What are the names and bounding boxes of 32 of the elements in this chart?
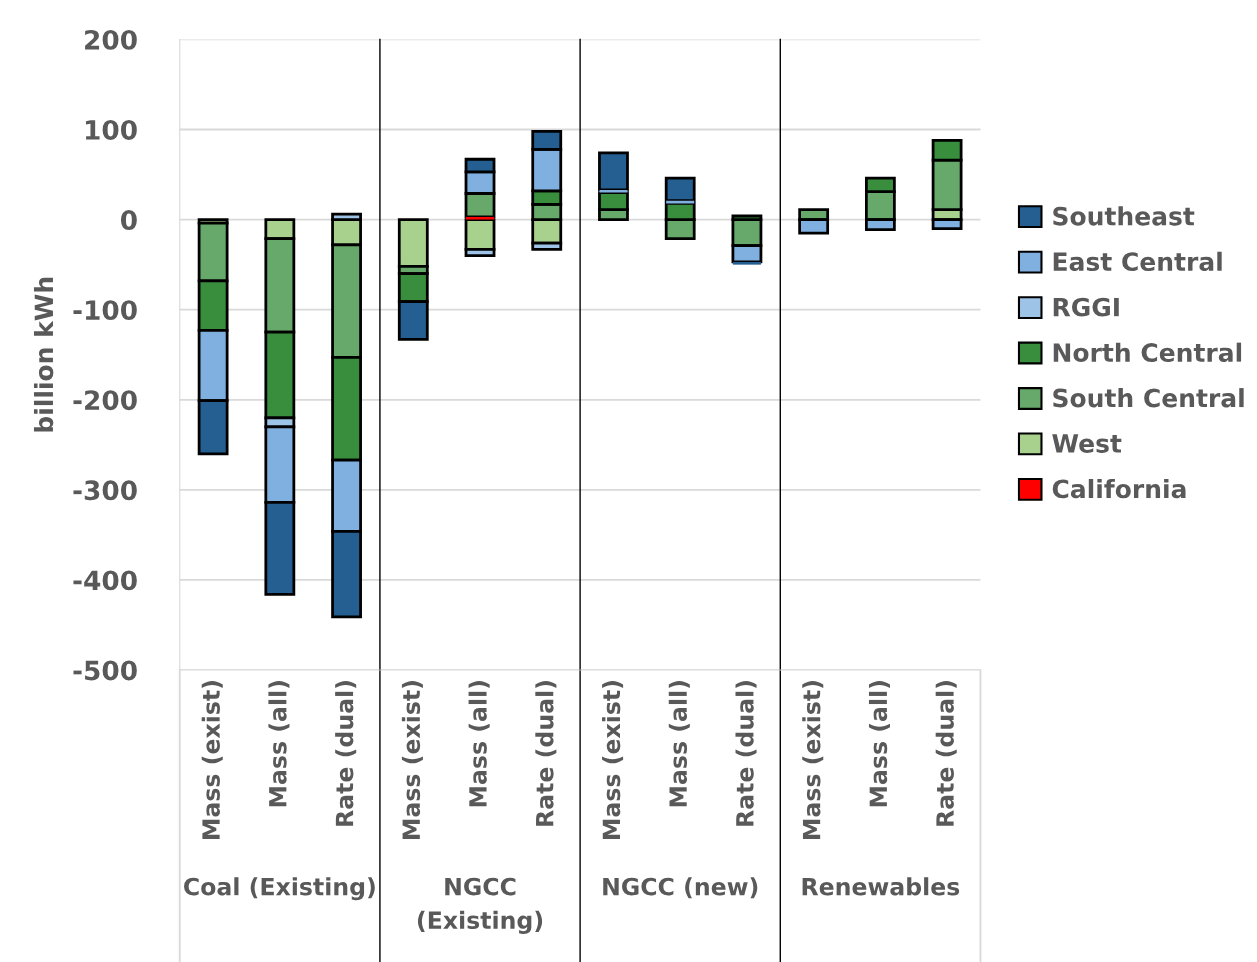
x-tick-label: Mass (all)	[468, 681, 490, 807]
legend-label: RGGI	[1053, 297, 1119, 317]
legend-label: West	[1052, 434, 1122, 453]
y-tick-label: 0	[120, 210, 137, 231]
legend-label: Southeast	[1053, 206, 1195, 226]
y-tick-label: 100	[85, 119, 137, 140]
x-tick-label: Mass (exist)	[201, 681, 223, 839]
x-tick-label: Mass (all)	[868, 681, 890, 807]
x-tick-label: Mass (exist)	[602, 681, 624, 839]
text: NGCC (Existing)	[417, 877, 543, 934]
x-tick-label: Rate (dual)	[535, 681, 557, 826]
legend-label: South Central	[1053, 388, 1244, 408]
x-tick-label: Rate (dual)	[335, 681, 357, 826]
x-tick-label: Mass (exist)	[401, 681, 423, 839]
x-tick-label: Mass (all)	[668, 681, 690, 807]
legend-label: California	[1052, 478, 1186, 499]
y-tick-label: -500	[73, 660, 137, 681]
y-tick-label: -100	[73, 300, 137, 321]
text: Renewables	[802, 877, 960, 896]
text: NGCC (new)	[603, 877, 758, 899]
legend-label: North Central	[1053, 342, 1242, 362]
x-tick-label: Mass (exist)	[802, 681, 824, 839]
y-tick-label: -400	[73, 570, 137, 591]
y-axis-title: billion kWh	[33, 277, 54, 432]
text: Coal (Existing)	[184, 877, 375, 901]
x-tick-label: Mass (all)	[268, 681, 290, 807]
y-tick-label: -200	[73, 390, 137, 411]
y-tick-label: -300	[73, 480, 137, 501]
x-tick-label: Rate (dual)	[735, 681, 757, 826]
y-tick-label: 200	[85, 29, 137, 50]
legend-label: East Central	[1053, 251, 1222, 272]
x-tick-label: Rate (dual)	[935, 681, 957, 826]
